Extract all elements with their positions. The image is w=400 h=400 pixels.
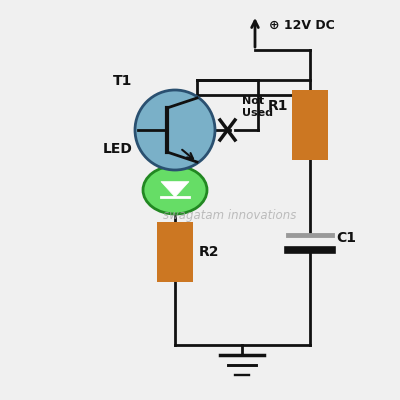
Text: LED: LED [103, 142, 133, 156]
Polygon shape [161, 182, 189, 197]
Ellipse shape [143, 166, 207, 214]
Text: R1: R1 [268, 99, 288, 113]
Text: C1: C1 [336, 230, 356, 244]
Text: swagatam innovations: swagatam innovations [163, 208, 297, 222]
Text: Not
Used: Not Used [242, 96, 273, 118]
Bar [157, 222, 193, 282]
Text: R2: R2 [199, 245, 220, 259]
Bar [292, 90, 328, 160]
Circle shape [135, 90, 215, 170]
Text: ⊕ 12V DC: ⊕ 12V DC [269, 18, 335, 32]
Text: T1: T1 [113, 74, 132, 88]
